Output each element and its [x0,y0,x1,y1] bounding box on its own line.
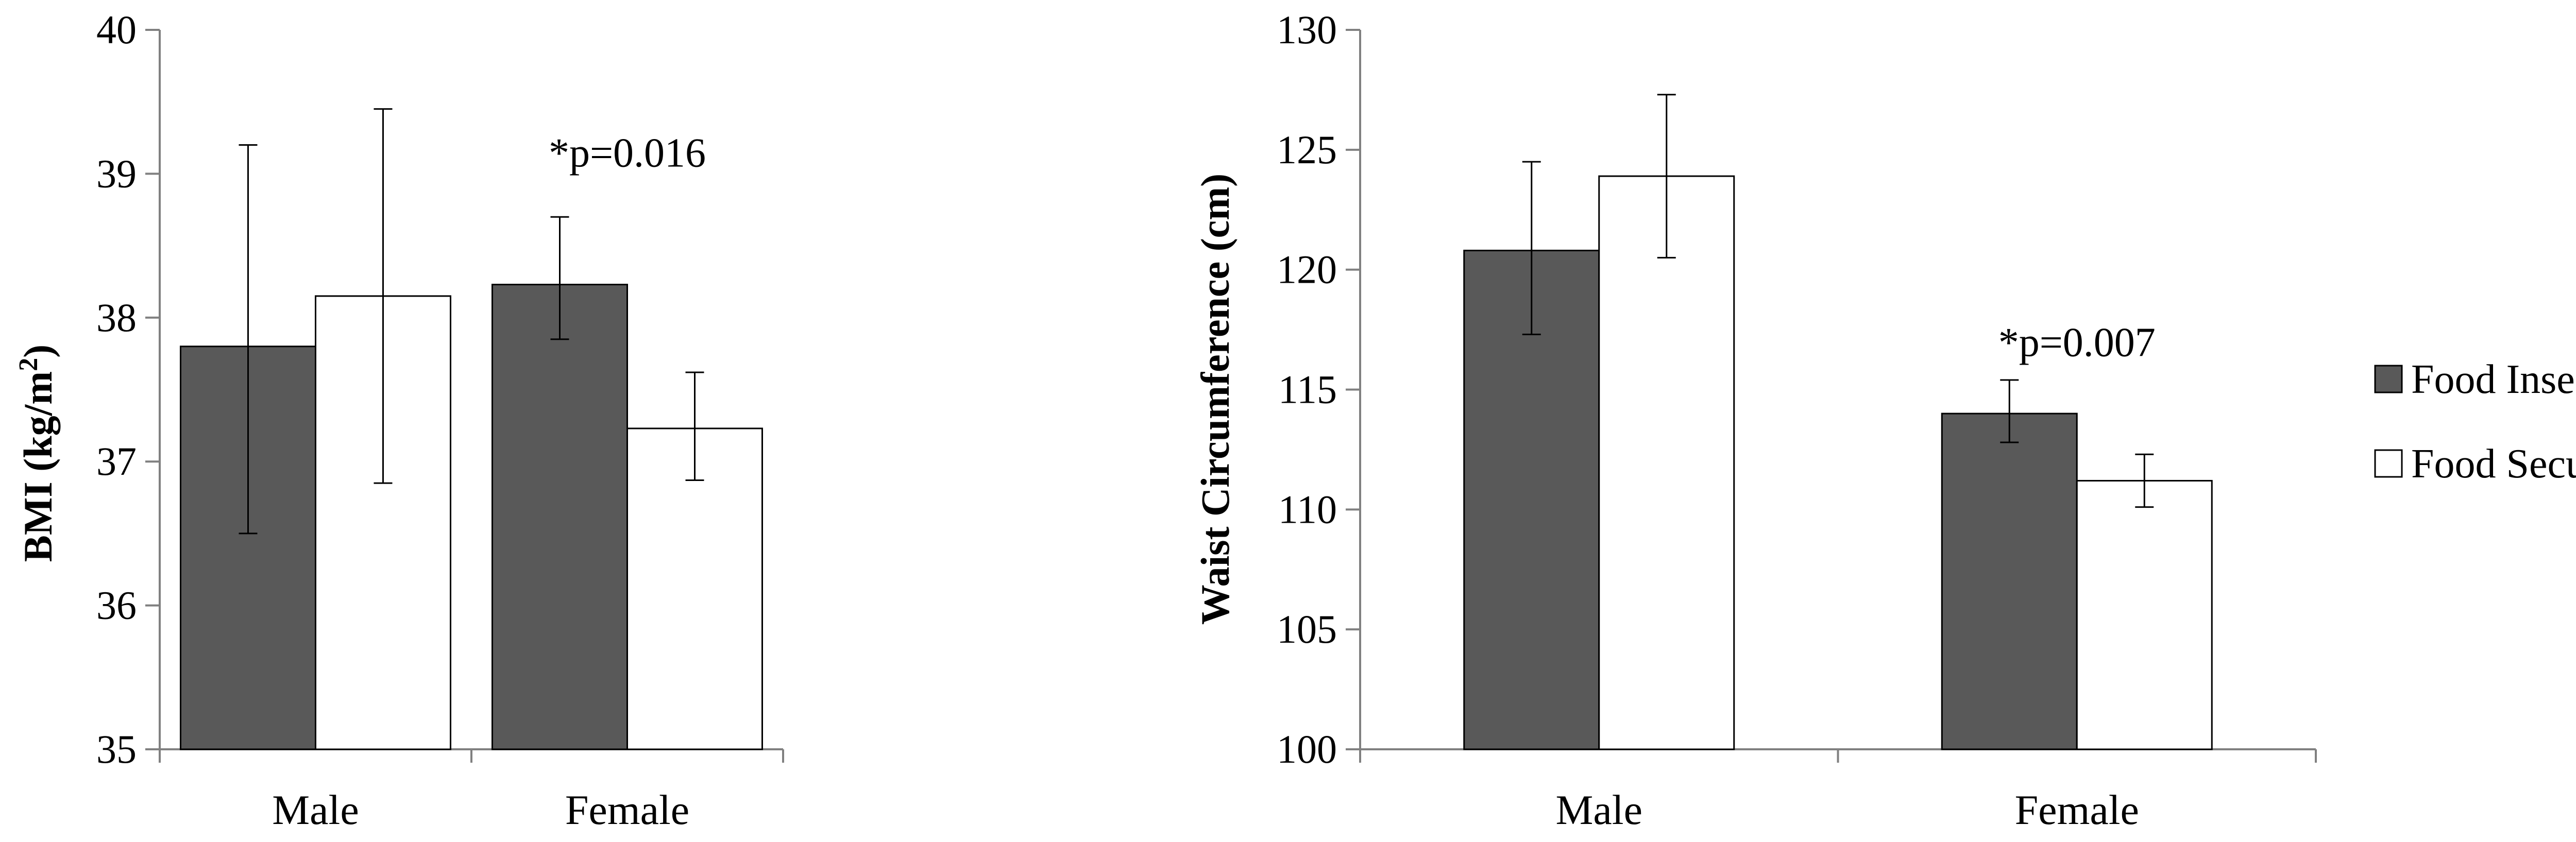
bmi-bar-female-food-insecure [492,284,628,750]
legend-label-food-secure: Food Secure [2411,441,2576,487]
bmi-error-bar-male-food-secure [374,108,393,484]
bmi-error-bar-female-food-secure [685,371,704,482]
bmi-y-tick-label: 37 [96,439,137,484]
waist-y-tick-label: 115 [1278,367,1337,412]
waist-error-bar-female-food-insecure [2000,379,2019,443]
bmi-y-tick-label: 36 [96,583,137,628]
bmi-y-axis-title: BMI (kg/m2) [14,345,60,562]
waist-y-tick-label: 130 [1277,7,1337,52]
waist-y-tick-label: 100 [1277,727,1337,771]
waist-bar-female-food-secure [2076,479,2213,750]
waist-error-bar-male-food-secure [1657,94,1676,259]
legend-swatch-food-secure [2374,449,2403,478]
bmi-y-tick-label: 40 [96,7,137,52]
bmi-y-tick-label: 38 [96,295,137,340]
waist-y-axis-title: Waist Circumference (cm) [1193,174,1238,625]
bmi-y-tick-label: 35 [96,727,137,771]
waist-y-tick-label: 120 [1277,247,1337,292]
legend-swatch-food-insecure [2374,365,2403,393]
bmi-significance-annotation: *p=0.016 [549,130,706,176]
bmi-x-category-label: Female [565,786,689,833]
waist-bar-female-food-insecure [1941,413,2078,750]
waist-error-bar-male-food-insecure [1522,161,1541,335]
waist-bar-male-food-secure [1598,175,1735,750]
waist-y-tick-label: 125 [1277,127,1337,172]
waist-chart: Waist Circumference (cm) 100 105 110 115 120… [1193,7,2317,833]
bmi-error-bar-female-food-insecure [550,216,569,340]
bmi-bar-female-food-secure [626,427,763,750]
waist-y-tick-label: 105 [1277,607,1337,651]
waist-error-bar-female-food-secure [2135,453,2154,508]
waist-significance-annotation: *p=0.007 [1998,320,2156,365]
bmi-x-category-label: Male [272,786,359,833]
bmi-error-bar-male-food-insecure [239,144,258,535]
bmi-chart: BMI (kg/m2) 35 36 37 38 39 40 Male Female *p=0.0… [14,7,784,833]
waist-y-tick-label: 110 [1278,487,1337,531]
legend-label-food-insecure: Food Insecure [2411,357,2576,402]
waist-x-category-label: Female [2015,786,2139,833]
waist-x-category-label: Male [1556,786,1642,833]
legend: Food Insecure Food Secure [2374,357,2576,487]
bmi-y-tick-label: 39 [96,151,137,196]
